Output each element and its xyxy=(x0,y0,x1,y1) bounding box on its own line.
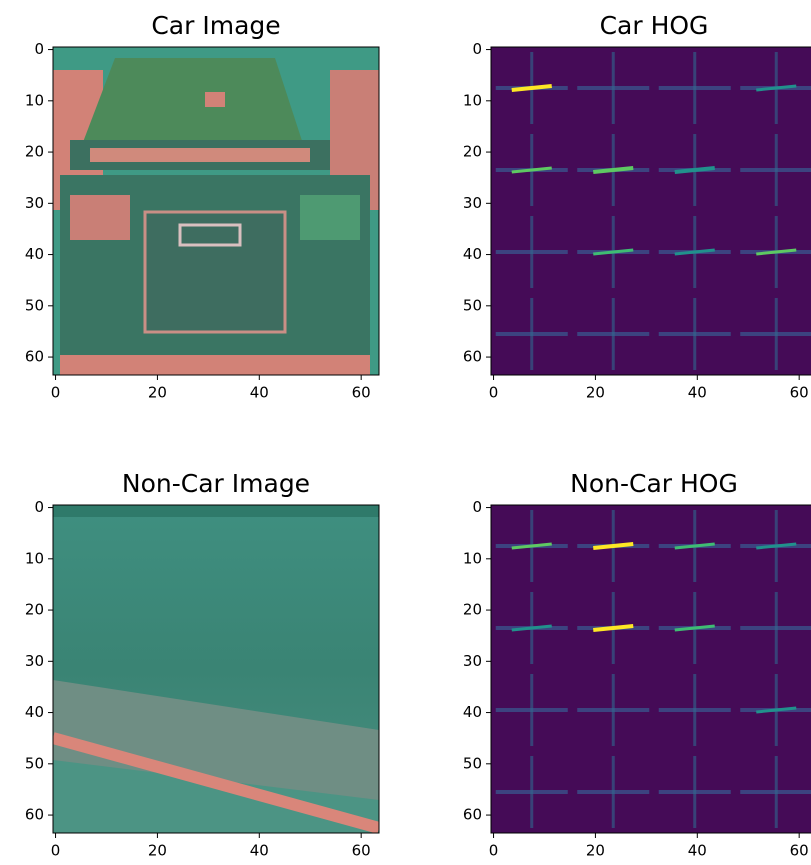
y-tick-label: 10 xyxy=(463,549,482,567)
y-tick-label: 20 xyxy=(463,143,482,161)
y-tick-label: 60 xyxy=(463,806,482,824)
y-tick-label: 60 xyxy=(25,806,44,824)
x-tick-label: 0 xyxy=(51,842,61,860)
y-tick-label: 40 xyxy=(25,703,44,721)
y-tick-label: 30 xyxy=(25,652,44,670)
x-tick-label: 0 xyxy=(489,384,499,402)
y-tick-label: 10 xyxy=(25,549,44,567)
car-image xyxy=(53,47,379,375)
x-tick-label: 40 xyxy=(250,842,269,860)
x-tick-label: 60 xyxy=(352,384,371,402)
non-car-image xyxy=(53,505,379,833)
car-hog xyxy=(491,47,811,375)
x-tick-label: 20 xyxy=(148,842,167,860)
y-tick-label: 50 xyxy=(25,296,44,314)
y-tick-label: 60 xyxy=(25,348,44,366)
y-tick-label: 10 xyxy=(25,91,44,109)
x-tick-label: 0 xyxy=(489,842,499,860)
non-car-hog xyxy=(491,505,811,833)
y-tick-label: 40 xyxy=(463,703,482,721)
y-tick-label: 40 xyxy=(25,245,44,263)
y-tick-label: 50 xyxy=(463,296,482,314)
y-tick-label: 30 xyxy=(463,652,482,670)
x-tick-label: 20 xyxy=(148,384,167,402)
y-tick-label: 0 xyxy=(34,498,44,516)
y-tick-label: 50 xyxy=(463,754,482,772)
y-tick-label: 30 xyxy=(463,194,482,212)
subplot-title: Non-Car Image xyxy=(122,469,310,498)
x-tick-label: 60 xyxy=(352,842,371,860)
y-tick-label: 40 xyxy=(463,245,482,263)
x-tick-label: 60 xyxy=(790,384,809,402)
y-tick-label: 30 xyxy=(25,194,44,212)
figure: Car Image 0 20 40 60 0 10 20 30 40 50 60 Car HOG 0 20 4… xyxy=(0,0,811,865)
y-tick-label: 20 xyxy=(463,601,482,619)
x-tick-label: 40 xyxy=(688,384,707,402)
y-tick-label: 0 xyxy=(34,40,44,58)
x-tick-label: 0 xyxy=(51,384,61,402)
x-tick-label: 20 xyxy=(586,384,605,402)
y-tick-label: 20 xyxy=(25,143,44,161)
y-tick-label: 10 xyxy=(463,91,482,109)
subplot-title: Non-Car HOG xyxy=(570,469,738,498)
y-tick-label: 60 xyxy=(463,348,482,366)
x-tick-label: 60 xyxy=(790,842,809,860)
subplot-title: Car HOG xyxy=(600,11,709,40)
x-tick-label: 40 xyxy=(250,384,269,402)
y-tick-label: 50 xyxy=(25,754,44,772)
x-tick-label: 40 xyxy=(688,842,707,860)
subplot-title: Car Image xyxy=(151,11,280,40)
x-tick-label: 20 xyxy=(586,842,605,860)
y-tick-label: 0 xyxy=(472,498,482,516)
y-tick-label: 20 xyxy=(25,601,44,619)
y-tick-label: 0 xyxy=(472,40,482,58)
